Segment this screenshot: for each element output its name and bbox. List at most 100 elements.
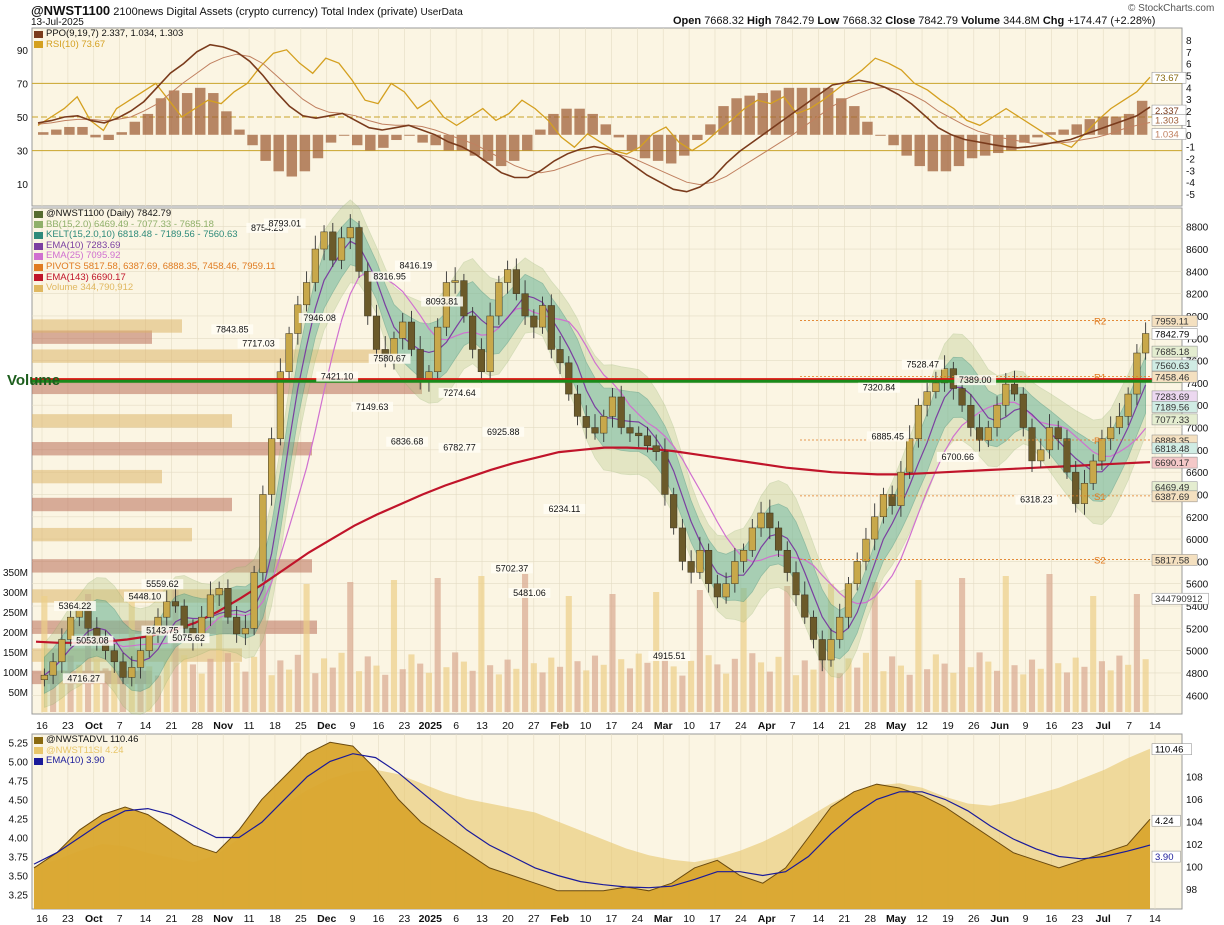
volume-bar <box>347 582 354 712</box>
volume-bar <box>810 669 817 712</box>
x-tick-label: 20 <box>502 720 514 732</box>
x-tick-label: 28 <box>864 720 876 732</box>
x-tick-label: 17 <box>709 913 721 925</box>
volume-bar <box>128 592 135 712</box>
ppo-signal-line <box>37 53 1151 186</box>
volume-bar <box>661 657 668 712</box>
price-axis-tick: 4800 <box>1186 669 1209 680</box>
advl-left-tick: 5.00 <box>9 757 29 768</box>
ppo-histogram-bar <box>404 134 415 136</box>
x-tick-label: 11 <box>244 720 255 732</box>
ppo-histogram-bar <box>365 134 376 151</box>
candle-body <box>871 516 879 540</box>
volume-axis-tick: 200M <box>3 628 28 639</box>
candle-body <box>661 451 669 495</box>
ppo-histogram-bar <box>822 87 834 135</box>
price-axis-tick: 6600 <box>1186 468 1209 479</box>
pivot-label: R2 <box>1094 317 1106 328</box>
ppo-histogram-bar <box>705 124 716 135</box>
ppo-histogram-bar <box>142 113 154 135</box>
candle-body <box>617 396 625 428</box>
volume-bar <box>251 656 258 712</box>
ppo-histogram-bar <box>901 134 912 156</box>
volume-bar <box>714 664 721 712</box>
volume-bar <box>1002 576 1009 712</box>
volume-bar <box>67 655 74 712</box>
candle-body <box>303 282 311 306</box>
candle-body <box>975 427 984 441</box>
advl-left-tick: 3.50 <box>9 872 29 883</box>
x-tick-label: 16 <box>36 913 48 925</box>
price-annotation-box <box>237 338 280 349</box>
ppo-histogram-bar <box>155 98 167 135</box>
volume-bar <box>749 653 756 712</box>
price-legend-text: EMA(25) 7095.92 <box>46 250 121 262</box>
ppo-histogram-bar <box>626 134 638 151</box>
volume-bar <box>1107 670 1114 712</box>
price-annotation-box <box>543 503 586 514</box>
x-tick-label: 7 <box>790 913 796 925</box>
volume-bar <box>154 675 162 712</box>
volume-by-price-bar <box>32 497 232 512</box>
candle-body <box>75 609 83 618</box>
price-legend-text: @NWST1100 (Daily) 7842.79 <box>46 208 172 219</box>
candle-body <box>346 227 354 239</box>
x-tick-label: 25 <box>295 720 307 732</box>
volume-bar <box>1125 664 1132 712</box>
ppo-legend-text: RSI(10) 73.67 <box>46 38 106 50</box>
candle-body <box>626 427 634 434</box>
volume-bar <box>1081 666 1088 712</box>
candle-body <box>600 416 608 434</box>
candle-body <box>233 616 241 635</box>
ppo-histogram-bar <box>469 134 481 156</box>
ppo-histogram-bar <box>1006 134 1017 151</box>
x-tick-label: 14 <box>1149 720 1161 732</box>
x-tick-label: 16 <box>1046 913 1058 925</box>
x-tick-label: 13 <box>476 913 488 925</box>
price-annotation-box <box>316 371 359 382</box>
x-tick-label: 2025 <box>419 720 443 732</box>
x-tick-label: 24 <box>735 720 747 732</box>
candle-body <box>84 609 92 629</box>
price-right-label: 6387.69 <box>1155 492 1189 503</box>
price-axis-tick: 8200 <box>1186 290 1209 301</box>
candle-body <box>67 616 75 640</box>
price-legend-item: EMA(25) 7095.92 <box>34 251 276 262</box>
ppo-legend-text: PPO(9,19,7) 2.337, 1.034, 1.303 <box>46 28 184 39</box>
price-annotation-box <box>368 353 411 364</box>
volume-axis-tick: 150M <box>3 648 28 659</box>
candle-body <box>635 432 643 437</box>
volume-bar <box>539 672 546 712</box>
x-tick-label: 12 <box>916 720 928 732</box>
price-annotation: 6836.68 <box>391 437 424 447</box>
ppo-legend-item: RSI(10) 73.67 <box>34 38 183 51</box>
ppo-histogram-bar <box>208 93 219 135</box>
ema143-line <box>35 446 1151 644</box>
volume-bar <box>583 670 590 712</box>
pivot-label: R1 <box>1094 372 1106 383</box>
price-annotation: 7421.10 <box>321 372 354 382</box>
ppo-histogram-bar <box>993 134 1004 154</box>
pivot-label: S1 <box>1094 492 1106 503</box>
x-tick-label: 27 <box>528 720 540 732</box>
close-value: 7842.79 <box>918 15 959 27</box>
candle-body <box>504 269 512 283</box>
x-tick-label: 17 <box>606 913 618 925</box>
ppo-histogram-bar <box>574 108 585 135</box>
candle-body <box>1098 438 1106 462</box>
x-tick-label: Oct <box>85 913 103 925</box>
price-legend-text: BB(15,2.0) 6469.49 - 7077.33 - 7685.18 <box>46 218 214 230</box>
candle-body <box>311 248 319 283</box>
volume-bar <box>862 652 870 712</box>
price-right-label-box <box>1151 592 1209 605</box>
price-annotation-box <box>141 579 184 590</box>
candle-body <box>1124 393 1132 417</box>
x-tick-label: 26 <box>968 913 980 925</box>
x-tick-label: Jun <box>990 913 1009 925</box>
x-tick-label: Jul <box>1096 913 1111 925</box>
si-last-label-box <box>1151 814 1181 827</box>
volume-bar <box>268 675 275 712</box>
x-tick-label: 20 <box>502 913 514 925</box>
price-axis-tick: 5600 <box>1186 580 1209 591</box>
volume-bar <box>775 656 782 712</box>
